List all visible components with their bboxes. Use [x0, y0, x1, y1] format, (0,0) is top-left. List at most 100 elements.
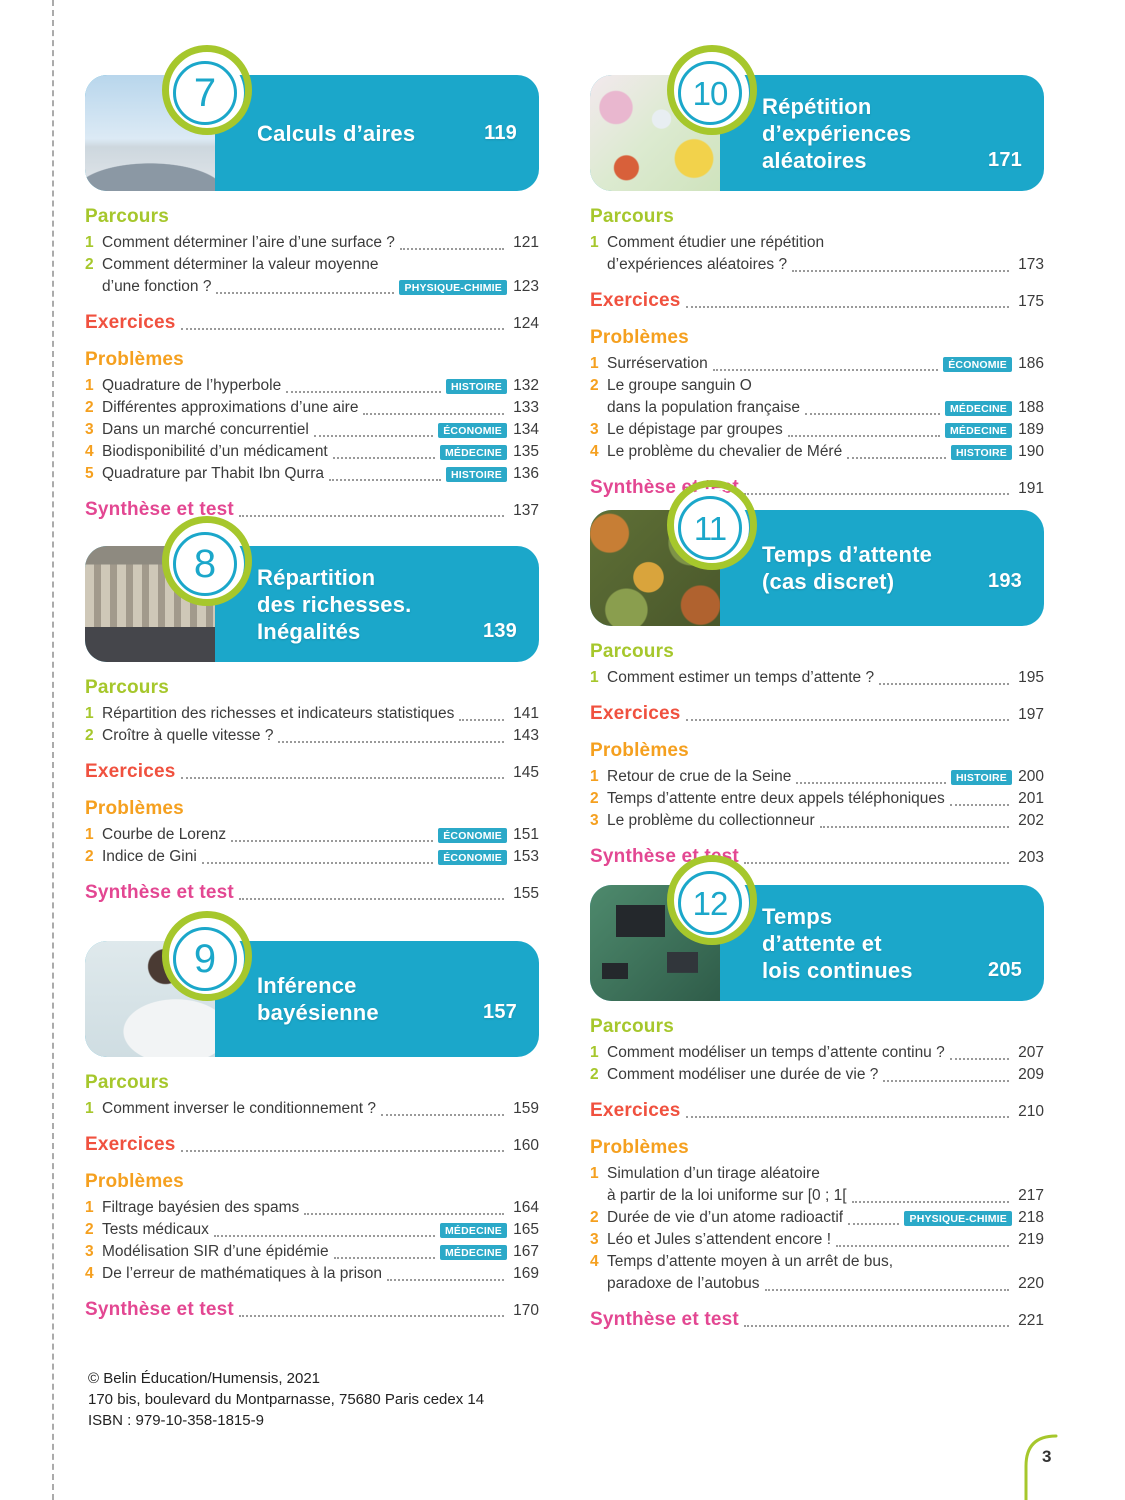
- toc-item-line: 3 Dans un marché concurrentiel ÉCONOMIE 134: [85, 419, 539, 441]
- item-number: 1: [85, 826, 94, 843]
- toc-item-line: 1 Simulation d’un tirage aléatoire: [590, 1163, 1044, 1185]
- toc-item: 1 Simulation d’un tirage aléatoire à parti…: [590, 1163, 1044, 1207]
- section-label: Problèmes: [85, 798, 184, 819]
- toc-column-left: 7 Calculs d’aires 119 Parcours 1 Comment déte…: [85, 61, 539, 1325]
- chapter-title-text: d’expériences: [762, 120, 912, 146]
- toc-item-text: Surréservation: [607, 355, 708, 372]
- item-number: 2: [85, 399, 94, 416]
- chapter-title-line: Inégalités 139: [257, 618, 517, 645]
- leader-dots: [387, 1279, 504, 1281]
- section-page-number: 170: [513, 1302, 539, 1319]
- leader-dots: [787, 435, 940, 437]
- item-page-number: 134: [513, 421, 539, 438]
- section-page-number: 137: [513, 502, 539, 519]
- section-page-number: 221: [1018, 1312, 1044, 1329]
- item-page-number: 153: [513, 848, 539, 865]
- leader-dots: [879, 683, 1009, 685]
- toc-item: 3 Le dépistage par groupes MÉDECINE 189: [590, 419, 1044, 441]
- leader-dots: [333, 1257, 435, 1259]
- chapter-title-line: bayésienne 157: [257, 999, 517, 1026]
- item-page-number: 195: [1018, 669, 1044, 686]
- item-number: 1: [85, 377, 94, 394]
- chapter-title-text: des richesses.: [257, 591, 412, 617]
- toc-item-text: Biodisponibilité d’un médicament: [102, 443, 328, 460]
- toc-item-text: Dans un marché concurrentiel: [102, 421, 309, 438]
- page-corner-mark: [1024, 1434, 1058, 1500]
- trim-mark-dashed-line: [52, 0, 54, 1500]
- section-synthese: Synthèse et test 203: [590, 845, 1044, 869]
- section-synthese: Synthèse et test 170: [85, 1298, 539, 1322]
- section-exercices: Exercices 145: [85, 760, 539, 784]
- section-label: Synthèse et test: [590, 1309, 739, 1330]
- section-label: Exercices: [590, 703, 681, 724]
- section-page-number: 160: [513, 1137, 539, 1154]
- chapter-title-line: des richesses.: [257, 591, 517, 618]
- section-label: Synthèse et test: [85, 882, 234, 903]
- chapter-title-line: d’expériences: [762, 120, 1022, 147]
- chapter-page-number: 171: [988, 148, 1022, 171]
- item-number: 2: [590, 790, 599, 807]
- toc-item-text: Comment modéliser un temps d’attente con…: [607, 1044, 945, 1061]
- toc-item: 1 Comment inverser le conditionnement ? 15…: [85, 1098, 539, 1120]
- chapter-8: 8 Répartition des richesses. Inégalités 139 P…: [85, 532, 539, 905]
- chapter-page-number: 157: [483, 1001, 517, 1023]
- section-exercices: Exercices 160: [85, 1133, 539, 1157]
- section-synthese: Synthèse et test 137: [85, 498, 539, 522]
- section-exercices: Exercices 197: [590, 702, 1044, 726]
- toc-item-text: paradoxe de l’autobus: [607, 1275, 760, 1292]
- chapter-header-card: 9 Inférence bayésienne 157: [85, 927, 539, 1057]
- leader-dots: [380, 1114, 504, 1116]
- leader-dots: [278, 741, 504, 743]
- leader-dots: [329, 479, 441, 481]
- chapter-12: 12 Temps d’attente et lois continues 205 Parc…: [590, 871, 1044, 1332]
- subject-tag: MÉDECINE: [439, 1222, 507, 1238]
- leader-dots: [180, 777, 504, 779]
- toc-item-line: d’une fonction ? PHYSIQUE-CHIMIE 123: [85, 276, 539, 298]
- toc-item: 2 Comment modéliser une durée de vie ? 209: [590, 1064, 1044, 1086]
- item-number: 2: [85, 1221, 94, 1238]
- toc-item: 2 Le groupe sanguin O dans la population f…: [590, 375, 1044, 419]
- leader-dots: [805, 413, 940, 415]
- toc-item-text: Comment inverser le conditionnement ?: [102, 1100, 376, 1117]
- chapter-title-line: Calculs d’aires 119: [257, 120, 517, 147]
- section-page-number: 145: [513, 764, 539, 781]
- toc-item-text: Filtrage bayésien des spams: [102, 1199, 300, 1216]
- subject-tag: HISTOIRE: [446, 466, 507, 482]
- leader-dots: [459, 719, 504, 721]
- chapter-title-line: Répétition: [762, 93, 1022, 120]
- chapter-number-badge: 9: [173, 927, 237, 991]
- toc-item: 1 Filtrage bayésien des spams 164: [85, 1197, 539, 1219]
- item-number: 4: [590, 443, 599, 460]
- chapter-number: 9: [193, 937, 217, 981]
- section-label: Parcours: [590, 1016, 674, 1037]
- toc-item: 1 Comment estimer un temps d’attente ? 195: [590, 667, 1044, 689]
- toc-item: 1 Comment déterminer l’aire d’une surface…: [85, 232, 539, 254]
- leader-dots: [764, 1289, 1009, 1291]
- item-number: 5: [85, 465, 94, 482]
- section-label: Exercices: [85, 1134, 176, 1155]
- leader-dots: [949, 1058, 1009, 1060]
- item-page-number: 202: [1018, 812, 1044, 829]
- toc-item-text: Le groupe sanguin O: [607, 377, 752, 394]
- chapter-title-text: Inférence: [257, 973, 357, 998]
- chapter-number: 12: [692, 884, 729, 922]
- toc-item-line: 1 Retour de crue de la Seine HISTOIRE 200: [590, 766, 1044, 788]
- chapter-number-badge: 12: [678, 871, 742, 935]
- chapter-title-line: (cas discret) 193: [762, 568, 1022, 595]
- toc-item-text: à partir de la loi uniforme sur [0 ; 1[: [607, 1187, 847, 1204]
- chapter-header-card: 8 Répartition des richesses. Inégalités 139: [85, 532, 539, 662]
- section-page-number: 175: [1018, 293, 1044, 310]
- toc-item-line: 4 Le problème du chevalier de Méré HISTOIR…: [590, 441, 1044, 463]
- toc-item-text: Comment modéliser une durée de vie ?: [607, 1066, 879, 1083]
- subject-tag: ÉCONOMIE: [438, 849, 507, 865]
- toc-item-text: Durée de vie d’un atome radioactif: [607, 1209, 844, 1226]
- chapter-title-text: aléatoires: [762, 147, 867, 173]
- toc-item: 4 Temps d’attente moyen à un arrêt de bus…: [590, 1251, 1044, 1295]
- toc-item-line: 1 Comment estimer un temps d’attente ? 195: [590, 667, 1044, 689]
- section-label: Parcours: [590, 206, 674, 227]
- copyright-footer: © Belin Éducation/Humensis, 2021 170 bis…: [88, 1368, 484, 1431]
- item-number: 2: [85, 727, 94, 744]
- toc-item-text: Quadrature par Thabit Ibn Qurra: [102, 465, 325, 482]
- item-number: 1: [85, 705, 94, 722]
- toc-item-line: 1 Comment inverser le conditionnement ? 15…: [85, 1098, 539, 1120]
